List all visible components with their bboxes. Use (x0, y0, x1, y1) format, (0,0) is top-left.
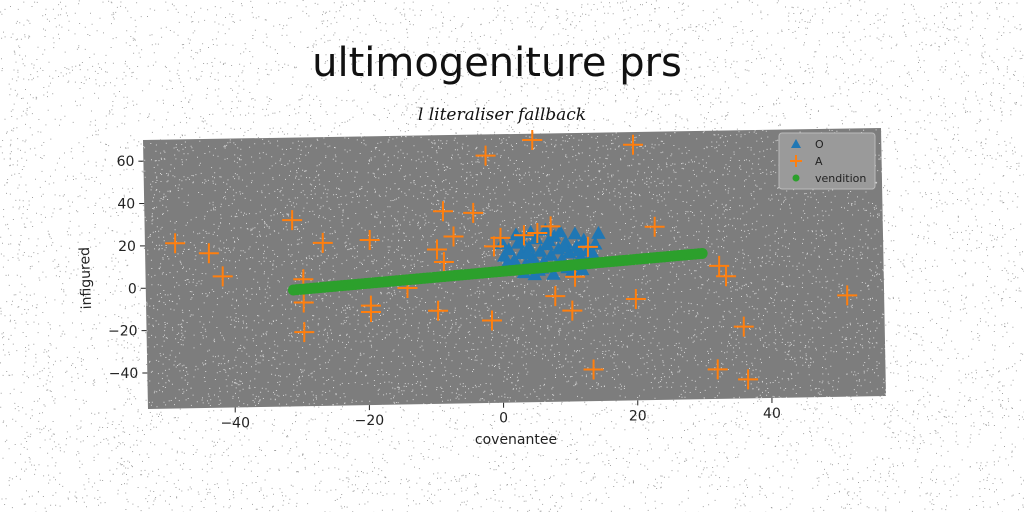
point-o (521, 239, 537, 253)
legend-label: vendition (815, 172, 866, 185)
point-a (527, 222, 548, 243)
point-a (282, 210, 303, 231)
point-a (463, 202, 484, 223)
point-a (360, 295, 381, 316)
y-tick-label: 20 (118, 239, 136, 255)
point-o (567, 226, 583, 240)
point-a (432, 201, 453, 222)
series-A (165, 130, 858, 390)
y-tick-label: −40 (109, 366, 139, 382)
x-tick-label: 40 (763, 406, 781, 422)
point-a (522, 130, 543, 151)
point-a (359, 230, 380, 251)
point-a (577, 236, 598, 257)
point-a (490, 227, 511, 248)
x-tick-label: 20 (629, 408, 647, 424)
point-o (520, 246, 535, 260)
point-vendition (696, 247, 708, 259)
legend-box (778, 132, 876, 190)
point-a (428, 300, 449, 321)
point-a (481, 310, 502, 331)
legend-label: O (815, 138, 824, 151)
point-o (571, 243, 586, 257)
plot-area: −40 −20 0 20 40 −40 −20 0 20 40 60 (108, 128, 887, 431)
point-a (709, 255, 730, 276)
point-a (294, 322, 315, 343)
point-o (552, 224, 568, 238)
x-tick-label: −40 (220, 415, 250, 431)
point-a (540, 216, 561, 237)
point-a (165, 233, 186, 254)
point-o (556, 239, 571, 253)
point-a (198, 243, 219, 264)
point-a (733, 316, 754, 337)
series-O (494, 222, 606, 281)
point-a (433, 252, 454, 273)
y-tick-label: 60 (117, 154, 135, 170)
legend-label: A (815, 155, 823, 168)
x-tick-label: −20 (355, 413, 385, 429)
point-a (212, 266, 233, 287)
y-tick-label: 0 (128, 281, 137, 297)
point-a (716, 266, 737, 287)
point-o (591, 226, 606, 239)
point-a (837, 285, 858, 306)
x-tick-label: 0 (499, 411, 508, 427)
y-tick-label: 40 (117, 197, 135, 213)
point-a (312, 232, 333, 253)
point-a (623, 134, 643, 155)
chart-title: ultimogeniture prs (312, 40, 682, 86)
point-o (541, 233, 557, 247)
point-a (475, 145, 496, 166)
point-a (443, 226, 464, 247)
legend-marker-o (791, 139, 801, 148)
point-a (625, 288, 646, 309)
series-vendition (287, 247, 708, 296)
point-a (644, 216, 665, 237)
point-o (546, 266, 561, 280)
point-o (500, 255, 515, 268)
point-o (533, 243, 548, 257)
point-a (513, 225, 534, 246)
y-axis-label: infigured (77, 247, 95, 310)
point-a (583, 359, 604, 380)
point-a (426, 239, 447, 260)
legend-marker-vendition (792, 174, 800, 182)
point-a (562, 300, 583, 321)
legend-marker-a (790, 155, 802, 167)
point-o (543, 247, 559, 261)
point-a (293, 292, 314, 313)
y-tick-label: −20 (108, 324, 138, 340)
x-axis-label: covenantee (475, 432, 557, 448)
point-a (545, 286, 566, 307)
plot-speckle (143, 129, 887, 408)
point-a (707, 359, 728, 380)
point-o (586, 247, 601, 261)
chart-subtitle: l literaliser fallback (418, 105, 586, 125)
point-a (738, 369, 759, 390)
